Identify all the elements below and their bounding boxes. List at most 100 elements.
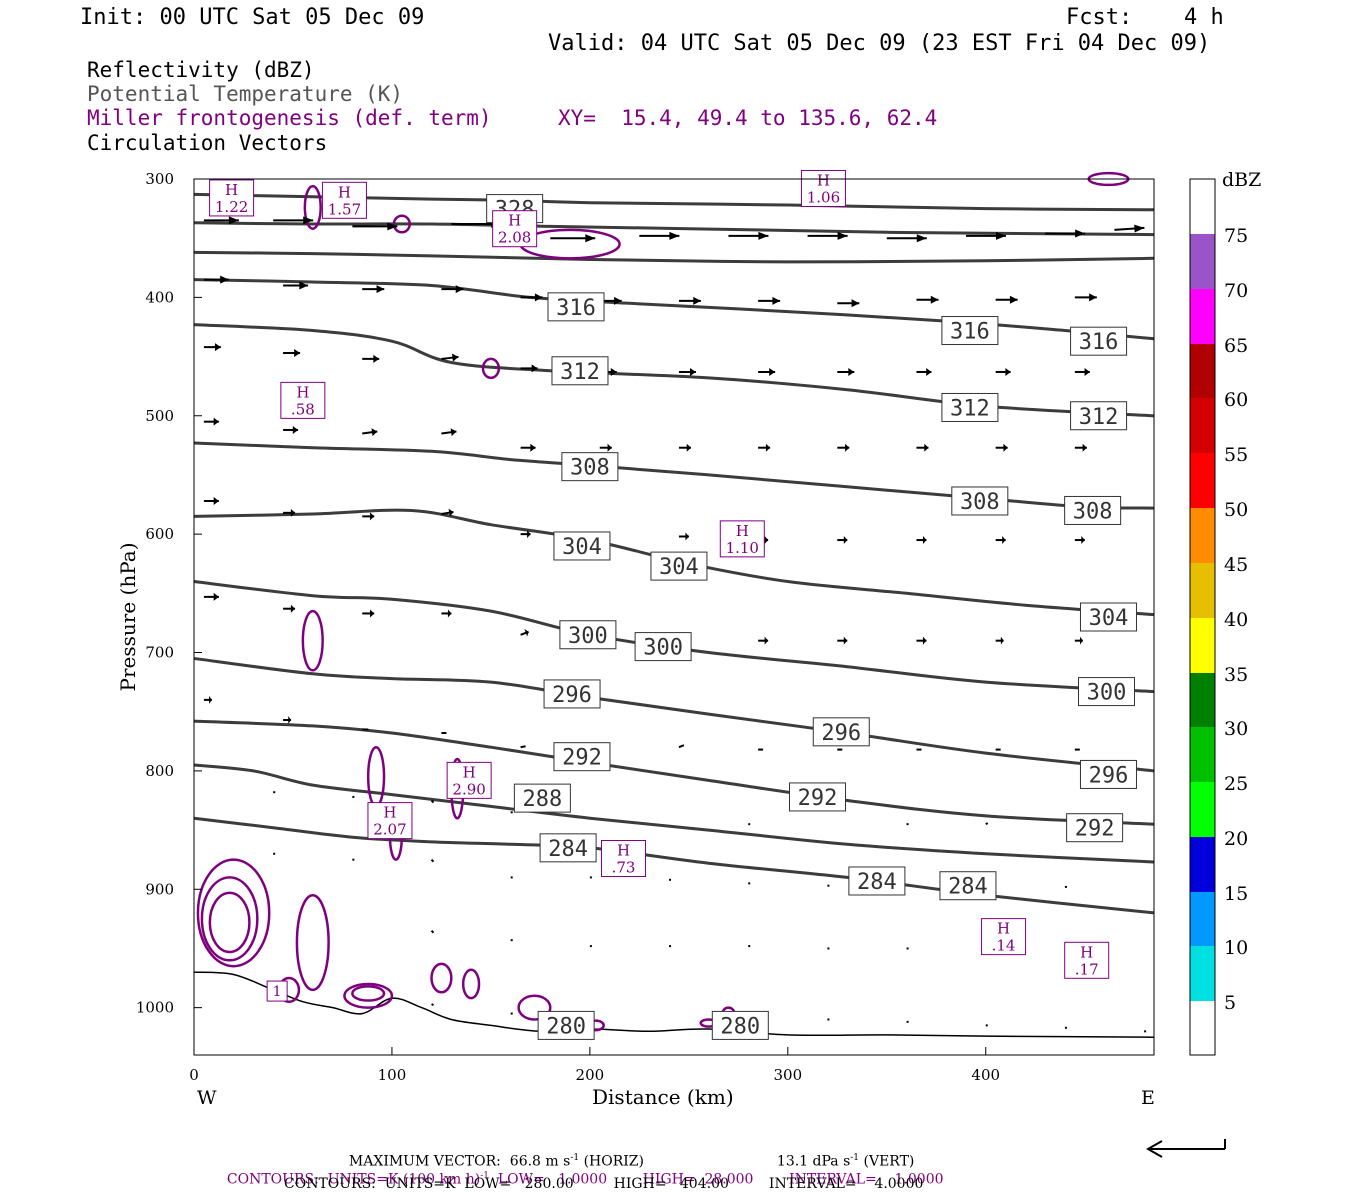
isentrope-label: 316 <box>1070 326 1128 356</box>
circulation-vector <box>203 343 221 352</box>
frontogenesis-high-letter: H <box>1080 943 1093 961</box>
frontogenesis-high-value: 1.10 <box>726 539 759 557</box>
isentrope-label: 296 <box>543 679 601 709</box>
circulation-vector <box>639 231 680 240</box>
circulation-vector <box>837 636 848 645</box>
isentrope-312 <box>193 323 1155 418</box>
colorbar-segment <box>1190 1001 1215 1055</box>
vector-head <box>607 443 612 452</box>
frontogenesis-high-marker: H.73 <box>601 839 647 877</box>
vector-shaft <box>430 858 435 863</box>
isentrope-label: 296 <box>1079 759 1137 789</box>
circulation-vector <box>678 532 689 541</box>
frontogenesis-high-letter: H <box>338 183 351 201</box>
isentrope-label: 308 <box>951 486 1009 516</box>
isentrope-label: 312 <box>941 392 999 422</box>
isentrope-label: 284 <box>939 871 997 901</box>
frontogenesis-contour <box>366 745 386 808</box>
max-vector-horiz-tail: (HORIZ) <box>579 1153 644 1170</box>
colorbar-segment <box>1190 563 1215 618</box>
horiz-exponent: -1 <box>570 1153 580 1163</box>
isentrope-label-box <box>789 782 847 812</box>
circulation-vector <box>1074 636 1083 645</box>
isentrope-296 <box>193 656 1155 773</box>
circulation-vector <box>916 295 939 304</box>
circulation-vector <box>362 609 375 618</box>
circulation-vector <box>995 443 1008 452</box>
isentrope-label: 292 <box>553 742 611 772</box>
isentrope-label-text: 304 <box>659 555 699 580</box>
contours1-tail: LOW= 1.0000 HIGH= 28.000 INTERVAL= 1.000… <box>488 1171 944 1188</box>
axes-layer: 300 400 500 600 700 800 900 1000 0 100 200 300 400 <box>136 170 1000 1084</box>
frontogenesis-high-letter: H <box>508 212 521 230</box>
frontogenesis-contour <box>301 609 324 672</box>
colorbar-unit: dBZ <box>1222 169 1262 191</box>
isentrope-288 <box>193 763 1155 864</box>
frontogenesis-high-box <box>981 918 1027 956</box>
frontogenesis-high-box <box>719 520 765 558</box>
isentrope-label-box <box>812 717 870 747</box>
isentrope-label-text: 304 <box>1089 606 1129 631</box>
circulation-vector <box>837 299 860 308</box>
isentrope-label-text: 300 <box>1087 681 1127 706</box>
circulation-vector <box>1114 224 1145 233</box>
colorbar-label: 15 <box>1224 883 1248 905</box>
circulation-vector <box>995 536 1006 545</box>
vector-head <box>764 536 769 545</box>
colorbar-label: 75 <box>1224 225 1248 247</box>
colorbar-segment <box>1190 508 1215 563</box>
terrain-line <box>193 971 1155 1038</box>
vector-head <box>764 636 769 645</box>
vector-head <box>585 234 596 243</box>
vector-head <box>769 367 776 376</box>
circulation-vector <box>916 367 932 376</box>
circulation-vector <box>758 443 771 452</box>
vector-head <box>689 367 696 376</box>
vector-shaft <box>678 744 685 749</box>
circulation-vector <box>283 425 299 434</box>
vector-head <box>922 536 927 545</box>
y-tick-label: 1000 <box>136 999 174 1017</box>
west-label: W <box>197 1087 217 1109</box>
isentrope-label-text: 292 <box>1075 817 1115 842</box>
circulation-vector <box>520 364 538 373</box>
circulation-vector <box>431 1003 434 1006</box>
circulation-vector <box>441 285 464 294</box>
isentrope-316 <box>193 278 1155 341</box>
vector-shaft <box>430 799 435 804</box>
vector-head <box>220 275 229 284</box>
circulation-vector <box>362 428 378 437</box>
isentrope-label-box <box>951 486 1009 516</box>
legend-vectors: Circulation Vectors <box>87 131 328 155</box>
isentrope-label-box <box>1064 495 1122 525</box>
vector-head <box>376 285 385 294</box>
circulation-vector <box>430 929 435 934</box>
vector-head <box>669 231 680 240</box>
isentrope-284 <box>193 816 1155 915</box>
frontogenesis-contour <box>481 357 501 380</box>
circulation-vector <box>362 285 385 294</box>
isentrope-label: 284 <box>848 866 906 896</box>
colorbar-segment <box>1190 234 1215 289</box>
reference-vector-arrow <box>1145 1139 1226 1158</box>
circulation-vector <box>441 353 459 362</box>
vector-head <box>1003 443 1008 452</box>
colorbar-segment <box>1190 344 1215 398</box>
frontogenesis-contour <box>392 214 412 234</box>
circulation-vector <box>916 443 929 452</box>
x-tick-label: 400 <box>971 1066 1000 1084</box>
circulation-vector <box>599 443 612 452</box>
colorbar-label: 20 <box>1224 828 1248 850</box>
y-tick-label: 400 <box>145 288 174 306</box>
vector-shaft <box>520 745 526 749</box>
isentrope-label-box <box>537 1010 595 1040</box>
vector-head <box>452 353 459 362</box>
vector-head <box>303 216 314 225</box>
east-label: E <box>1141 1087 1155 1109</box>
vector-head <box>209 695 212 704</box>
vector-head <box>843 536 848 545</box>
circulation-vector <box>916 536 927 545</box>
colorbar-segment <box>1190 892 1215 946</box>
isentrope-label-text: 292 <box>562 746 602 771</box>
